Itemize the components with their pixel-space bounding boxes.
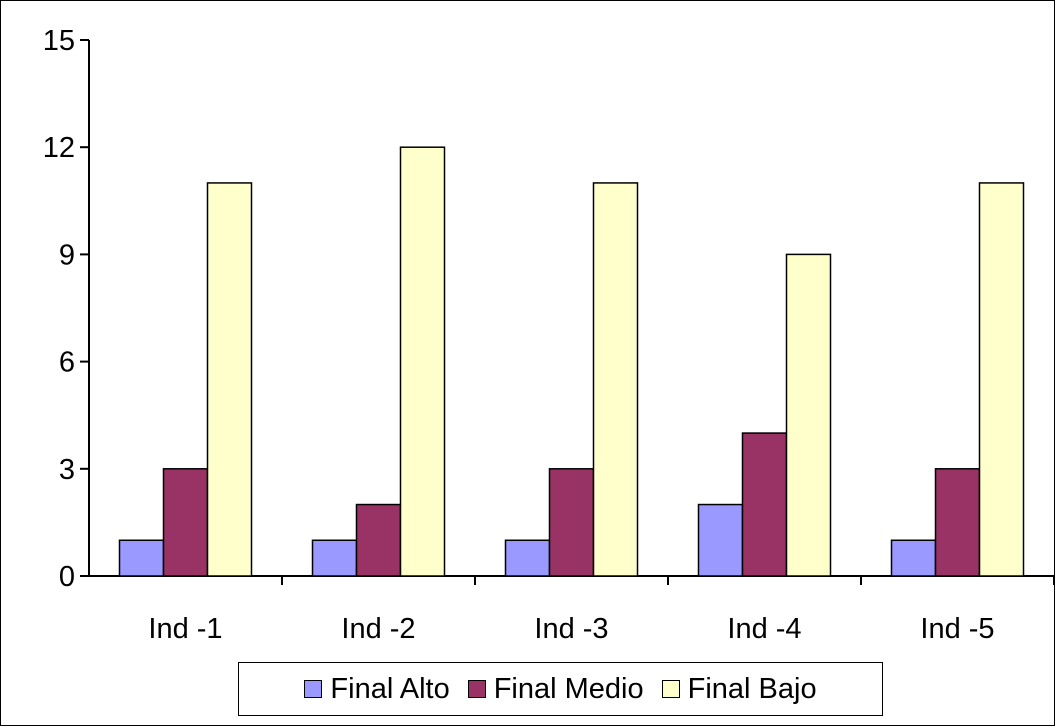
bar-final-alto-3 — [504, 539, 551, 577]
bar-final-bajo-3 — [592, 182, 639, 577]
legend-swatch-final-alto — [304, 680, 323, 698]
bar-final-bajo-2 — [399, 146, 446, 577]
y-tick-label-3: 3 — [59, 454, 75, 486]
x-tick-label-5: Ind -5 — [920, 613, 994, 645]
legend: Final Alto Final Medio Final Bajo — [238, 662, 883, 716]
bar-final-medio-2 — [355, 503, 402, 577]
bar-final-medio-1 — [162, 468, 209, 577]
legend-swatch-final-bajo — [661, 680, 680, 698]
bar-final-medio-3 — [548, 468, 595, 577]
bar-final-bajo-5 — [978, 182, 1025, 577]
y-tick-label-0: 0 — [59, 561, 75, 593]
bar-final-alto-2 — [311, 539, 358, 577]
bar-final-alto-1 — [118, 539, 165, 577]
y-tick-label-12: 12 — [43, 132, 75, 164]
x-tick-label-2: Ind -2 — [341, 613, 415, 645]
bar-final-bajo-1 — [206, 182, 253, 577]
y-tick-label-15: 15 — [43, 25, 75, 57]
bar-final-bajo-4 — [785, 253, 832, 577]
x-tick-label-1: Ind -1 — [148, 613, 222, 645]
bar-final-alto-4 — [697, 503, 744, 577]
y-tick-label-9: 9 — [59, 239, 75, 271]
legend-item-final-medio: Final Medio — [467, 672, 644, 706]
legend-label-final-bajo: Final Bajo — [687, 672, 817, 705]
y-tick-label-6: 6 — [59, 347, 75, 379]
legend-swatch-final-medio — [467, 680, 486, 698]
bar-final-medio-5 — [934, 468, 981, 577]
x-tick-label-4: Ind -4 — [727, 613, 801, 645]
legend-label-final-alto: Final Alto — [330, 672, 450, 705]
bar-final-medio-4 — [741, 432, 788, 577]
bar-final-alto-5 — [890, 539, 937, 577]
bars — [118, 146, 1025, 577]
legend-label-final-medio: Final Medio — [493, 672, 644, 705]
x-tick-label-3: Ind -3 — [534, 613, 608, 645]
legend-item-final-alto: Final Alto — [304, 672, 450, 706]
tick-labels: 0 3 6 9 12 15 Ind -1 Ind -2 Ind -3 Ind -4 Ind -5 — [43, 25, 995, 645]
legend-item-final-bajo: Final Bajo — [661, 672, 817, 706]
